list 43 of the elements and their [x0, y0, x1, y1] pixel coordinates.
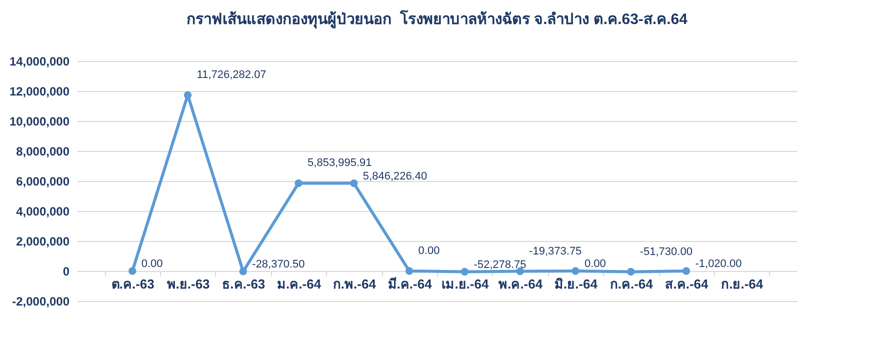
point [184, 91, 192, 99]
point [128, 267, 136, 275]
point [239, 268, 248, 276]
y-tick-label: 0 [62, 264, 70, 278]
point [460, 268, 469, 276]
x-tick-label: เม.ย.-64 [442, 276, 490, 292]
x-tick-label: มิ.ย.-64 [554, 276, 598, 292]
point [294, 179, 302, 188]
y-tick-label: 10,000,000 [9, 114, 70, 128]
x-tick-label: ธ.ค.-63 [222, 276, 266, 292]
data-label: -51,730.00 [640, 246, 692, 258]
y-tick-label: 12,000,000 [9, 84, 70, 98]
point [626, 268, 635, 276]
data-label: 0.00 [418, 245, 440, 257]
point [350, 179, 358, 188]
y-tick-label: -2,000,000 [12, 294, 70, 308]
x-tick-label: ก.ย.-64 [721, 276, 764, 292]
x-tick-label: พ.ย.-63 [166, 276, 210, 292]
y-tick-label: 14,000,000 [9, 54, 70, 68]
data-label: 11,726,282.07 [196, 69, 266, 82]
x-tick-label: ก.พ.-64 [332, 276, 377, 292]
x-tick-label: พ.ค.-64 [498, 276, 544, 292]
data-label: -28,370.50 [252, 258, 305, 270]
y-tick-label: 8,000,000 [16, 144, 70, 158]
x-tick-label: ต.ค.-63 [111, 276, 154, 292]
x-tick-label: มี.ค.-64 [388, 276, 433, 292]
data-label: 5,846,226.40 [362, 170, 428, 182]
data-label: -52,278.75 [474, 258, 526, 271]
data-label: 5,853,995.91 [308, 157, 372, 170]
x-tick-label: ม.ค.-64 [277, 276, 322, 292]
data-label: -19,373.75 [529, 245, 582, 258]
data-label: 0.00 [584, 258, 606, 270]
y-tick-label: 2,000,000 [16, 234, 70, 248]
x-tick-label: ส.ค.-64 [665, 276, 710, 292]
y-tick-label: 6,000,000 [16, 174, 70, 188]
point [682, 267, 690, 275]
data-label: 0.00 [141, 258, 163, 270]
point [405, 267, 414, 275]
point [572, 267, 580, 275]
y-tick-label: 4,000,000 [16, 204, 70, 218]
data-label: -1,020.00 [695, 258, 742, 270]
chart-title: กราฟเส้นแสดงกองทุนผู้ป่วยนอก โรงพยาบาลห้างฉัตร จ.ลำปาง ต.ค.63-ส.ค.64 [186, 9, 688, 29]
x-tick-label: ก.ค.-64 [610, 276, 654, 292]
